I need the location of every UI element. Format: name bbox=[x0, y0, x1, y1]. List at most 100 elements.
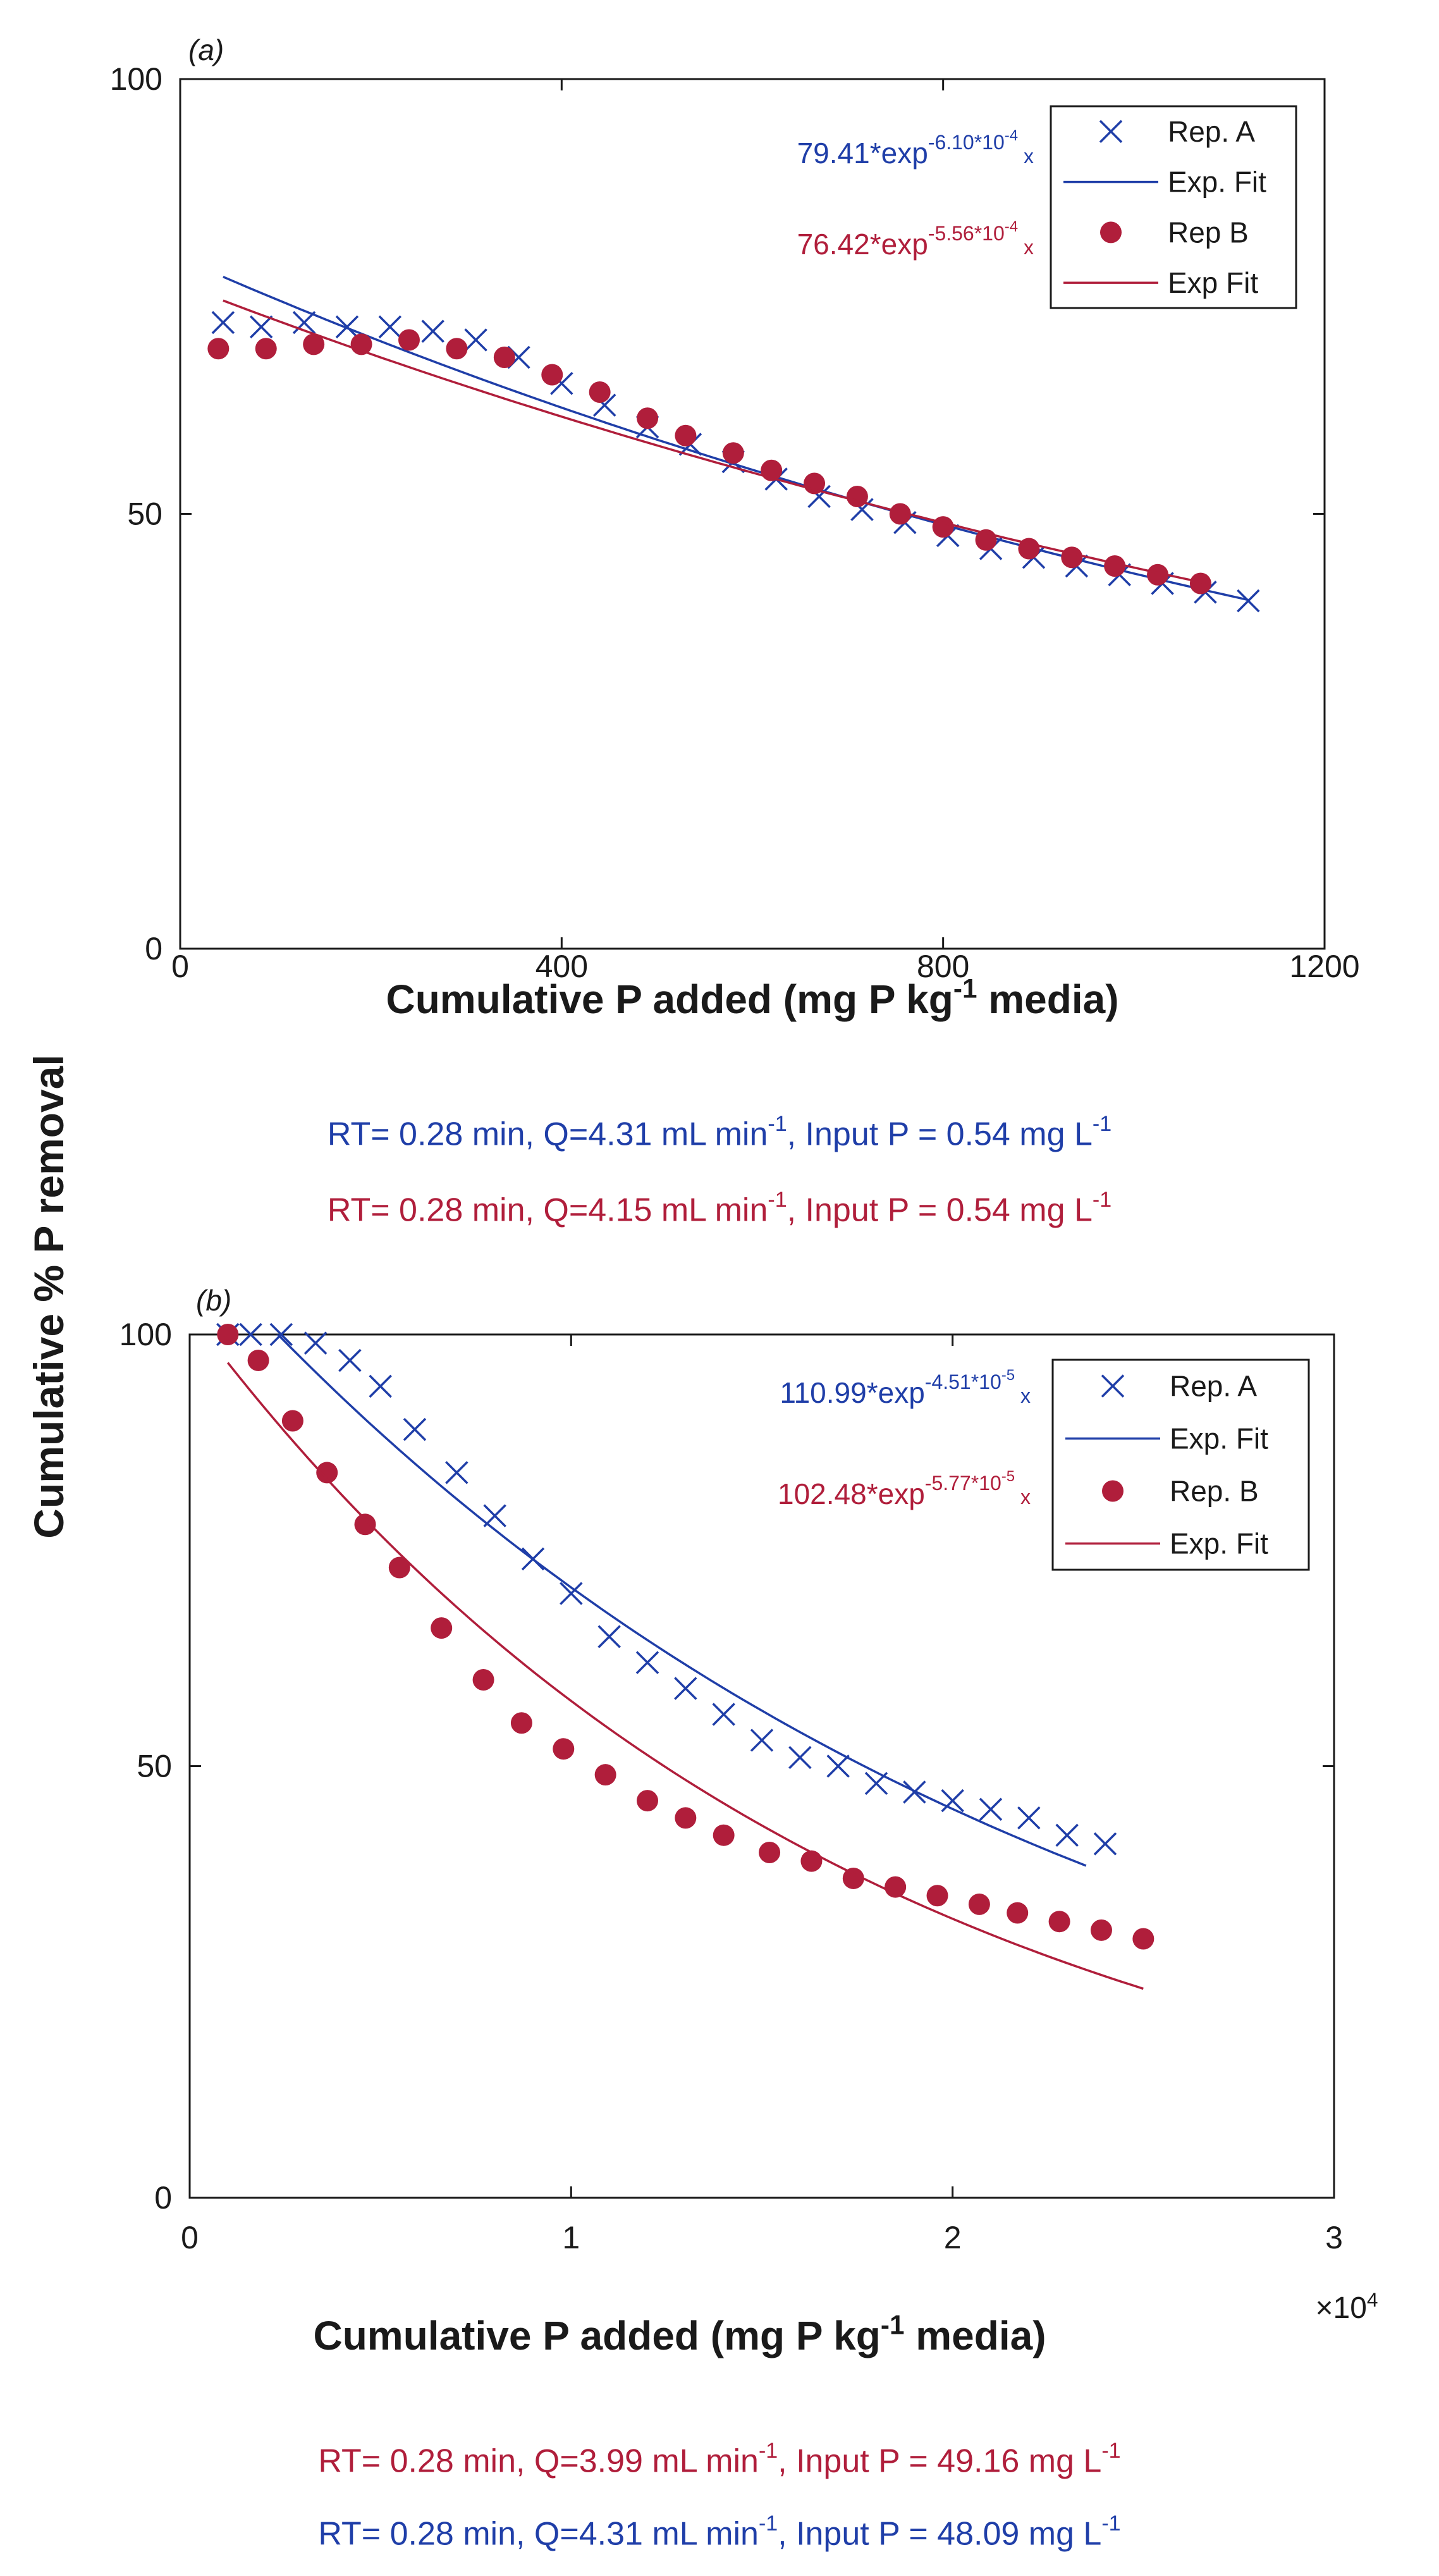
data-point-rep-a bbox=[1093, 1832, 1117, 1856]
y-tick-label: 100 bbox=[110, 61, 162, 97]
data-point-rep-a bbox=[249, 315, 273, 339]
data-point-rep-b bbox=[926, 1885, 948, 1907]
panel-label: (b) bbox=[196, 1284, 231, 1317]
x-tick-label: 3 bbox=[1325, 2220, 1343, 2255]
legend-label: Exp. Fit bbox=[1170, 1422, 1268, 1455]
data-point-rep-b bbox=[637, 1790, 658, 1812]
data-point-rep-b bbox=[281, 1410, 303, 1432]
data-point-rep-b bbox=[255, 338, 277, 360]
data-point-rep-a bbox=[403, 1417, 427, 1441]
data-point-rep-b bbox=[1061, 546, 1083, 569]
data-point-rep-b bbox=[713, 1824, 735, 1846]
legend-label: Exp. Fit bbox=[1168, 166, 1266, 199]
legend-label: Exp. Fit bbox=[1170, 1527, 1268, 1560]
data-point-rep-b bbox=[247, 1349, 269, 1371]
data-point-rep-a bbox=[597, 1625, 621, 1648]
x-tick-label: 800 bbox=[917, 949, 969, 984]
data-point-rep-b bbox=[675, 1807, 697, 1829]
panel-a-caption-rep-a: RT= 0.28 min, Q=4.31 mL min-1, Input P =… bbox=[327, 1112, 1112, 1153]
legend-marker-x bbox=[1099, 120, 1123, 144]
data-point-rep-b bbox=[217, 1324, 239, 1345]
x-tick-label: 0 bbox=[181, 2220, 199, 2255]
legend-label: Rep. A bbox=[1168, 115, 1255, 148]
data-point-rep-b bbox=[885, 1876, 907, 1898]
legend-box bbox=[1051, 1359, 1310, 1571]
data-point-rep-b bbox=[759, 1842, 781, 1863]
data-point-rep-a bbox=[674, 1677, 697, 1700]
data-point-rep-b bbox=[1104, 555, 1126, 577]
x-tick-label: 400 bbox=[536, 949, 588, 984]
data-point-rep-b bbox=[493, 347, 515, 368]
fit-line-rep-a bbox=[276, 1334, 1087, 1867]
panel-label: (a) bbox=[188, 34, 224, 66]
legend-marker-x bbox=[1101, 1374, 1125, 1398]
data-point-rep-b bbox=[431, 1617, 453, 1639]
panel-b-caption-rep-a: RT= 0.28 min, Q=4.31 mL min-1, Input P =… bbox=[318, 2511, 1121, 2553]
x-axis-label: Cumulative P added (mg P kg-1 media) bbox=[386, 974, 1118, 1022]
y-tick-label: 50 bbox=[137, 1749, 172, 1784]
fit-equation-b: 76.42*exp-5.56*10-4 x bbox=[797, 218, 1034, 261]
panel-a-chart: (a) 0 400 800 1200 0 50 100 Cumulative P added (… bbox=[110, 34, 1360, 1022]
data-point-rep-a bbox=[338, 1348, 362, 1372]
data-point-rep-b bbox=[398, 329, 420, 351]
fit-equation-a: 79.41*exp-6.10*10-4 x bbox=[797, 127, 1034, 169]
data-point-rep-b bbox=[303, 333, 325, 355]
y-tick-label: 0 bbox=[145, 931, 162, 966]
data-point-rep-b bbox=[207, 338, 230, 360]
data-point-rep-a bbox=[421, 319, 444, 343]
data-point-rep-a bbox=[635, 1651, 659, 1674]
data-point-rep-b bbox=[932, 516, 954, 538]
legend-box bbox=[1050, 105, 1297, 309]
legend-marker-dot bbox=[1100, 221, 1122, 243]
data-point-rep-a bbox=[445, 1461, 468, 1484]
data-point-rep-b bbox=[1189, 572, 1211, 595]
legend-label: Rep B bbox=[1168, 216, 1249, 249]
data-point-rep-a bbox=[211, 311, 235, 335]
fit-line-rep-b bbox=[226, 1362, 1144, 1990]
data-point-rep-b bbox=[316, 1462, 338, 1484]
data-point-rep-b bbox=[388, 1556, 410, 1579]
data-point-rep-a bbox=[269, 1322, 293, 1347]
data-point-rep-a bbox=[239, 1322, 262, 1347]
data-point-rep-a bbox=[1017, 1806, 1041, 1830]
data-point-rep-b bbox=[675, 424, 697, 447]
data-point-rep-b bbox=[968, 1893, 990, 1915]
data-point-rep-a bbox=[712, 1703, 735, 1726]
data-point-rep-a bbox=[303, 1331, 328, 1355]
data-point-rep-a bbox=[979, 1797, 1003, 1821]
y-tick-label: 0 bbox=[154, 2180, 172, 2215]
data-point-rep-a bbox=[560, 1582, 583, 1605]
panel-b-caption-rep-b: RT= 0.28 min, Q=3.99 mL min-1, Input P =… bbox=[318, 2439, 1121, 2480]
data-point-rep-b bbox=[541, 364, 563, 386]
legend-marker-dot bbox=[1102, 1480, 1124, 1502]
data-point-rep-a bbox=[941, 1789, 964, 1813]
y-tick-label: 100 bbox=[119, 1317, 172, 1352]
legend-label: Rep. A bbox=[1170, 1370, 1257, 1403]
x-tick-label: 1 bbox=[562, 2220, 580, 2255]
data-point-rep-a bbox=[369, 1374, 392, 1398]
panel-b-chart: (b) 0 1 2 3 0 50 100 ×104 Cumulative P added (mg … bbox=[119, 1284, 1378, 2358]
data-point-rep-b bbox=[1048, 1911, 1070, 1933]
data-point-rep-b bbox=[510, 1712, 532, 1734]
fit-line-rep-b bbox=[223, 299, 1206, 584]
data-point-rep-a bbox=[750, 1729, 774, 1752]
data-point-rep-b bbox=[889, 503, 911, 525]
data-point-rep-b bbox=[589, 381, 611, 403]
panel-a-caption-rep-b: RT= 0.28 min, Q=4.15 mL min-1, Input P =… bbox=[327, 1188, 1112, 1229]
fit-equation-a: 110.99*exp-4.51*10-5 x bbox=[780, 1367, 1031, 1409]
data-point-rep-a bbox=[378, 315, 402, 339]
data-point-rep-b bbox=[1147, 564, 1169, 586]
y-tick-label: 50 bbox=[127, 496, 162, 532]
data-point-rep-a bbox=[464, 328, 487, 352]
data-point-rep-b bbox=[1132, 1928, 1154, 1950]
y-axis-label: Cumulative % P removal bbox=[25, 1054, 72, 1538]
data-point-rep-a bbox=[1237, 589, 1260, 613]
x-tick-label: 0 bbox=[171, 949, 189, 984]
data-point-rep-b bbox=[553, 1738, 575, 1760]
x-axis-multiplier: ×104 bbox=[1315, 2288, 1378, 2325]
data-point-rep-a bbox=[1055, 1823, 1079, 1847]
legend-label: Rep. B bbox=[1170, 1475, 1259, 1508]
x-tick-label: 1200 bbox=[1289, 949, 1359, 984]
data-point-rep-a bbox=[292, 311, 316, 335]
